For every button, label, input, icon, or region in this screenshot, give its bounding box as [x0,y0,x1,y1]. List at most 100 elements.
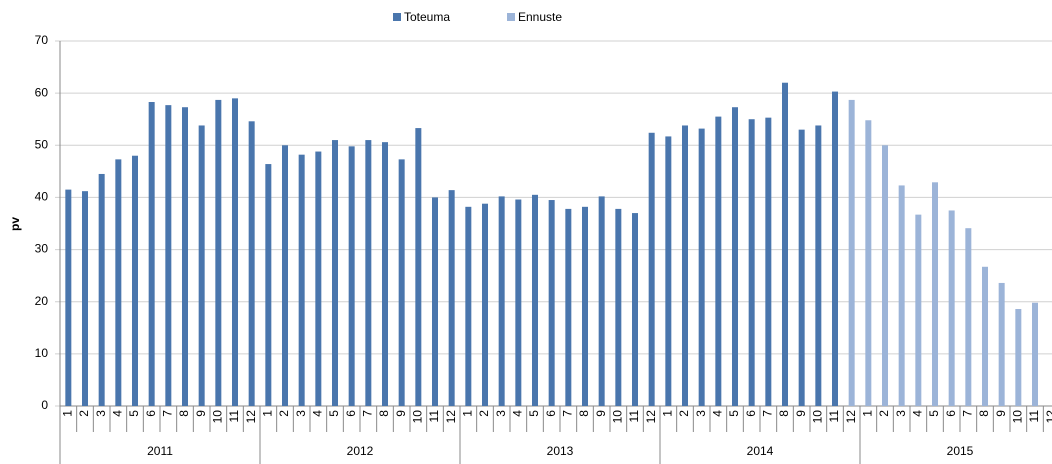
x-tick-label: 2 [277,410,291,417]
bar [432,197,438,406]
bar [765,117,772,407]
bar [1015,309,1022,406]
y-tick-label: 70 [35,33,49,47]
x-tick-label: 8 [377,410,391,417]
x-tick-label: 3 [294,410,308,417]
x-tick-label: 9 [394,410,408,417]
bar [82,191,88,406]
bar [148,102,155,406]
x-tick-label: 1 [461,410,475,417]
bar [198,125,205,406]
x-tick-label: 6 [544,410,558,417]
bar [665,136,672,406]
bar [398,159,405,406]
x-tick-label: 11 [427,410,441,423]
x-tick-label: 5 [727,410,741,417]
x-tick-label: 2 [877,410,891,417]
x-tick-label: 10 [611,410,625,424]
x-tick-label: 3 [494,410,508,417]
x-tick-label: 4 [911,410,925,417]
x-tick-label: 10 [211,410,225,424]
bar [482,203,488,406]
bar [748,119,755,406]
bar [815,125,822,406]
x-tick-label: 5 [327,410,341,417]
x-tick-label: 12 [244,410,258,424]
bar [548,200,555,406]
bar [348,146,355,407]
bar [65,189,72,406]
bar [498,196,505,406]
bar [965,228,972,406]
x-tick-label: 6 [344,410,358,417]
bar [265,164,272,406]
bar [698,128,705,406]
year-label: 2013 [547,444,574,458]
x-tick-label: 2 [77,410,91,417]
y-tick-label: 40 [35,190,49,204]
bar [782,82,788,406]
y-tick-label: 20 [35,294,49,308]
x-tick-label: 3 [694,410,708,417]
y-tick-label: 30 [35,242,49,256]
legend-swatch [507,13,515,21]
y-tick-label: 50 [35,137,49,151]
bar [182,107,188,406]
year-label: 2015 [947,444,974,458]
x-tick-label: 1 [861,410,875,417]
x-tick-label: 5 [927,410,941,417]
bar [298,154,305,406]
year-label: 2012 [347,444,374,458]
bar [798,129,805,406]
bar [732,107,738,406]
x-tick-label: 2 [477,410,491,417]
x-tick-label: 9 [994,410,1008,417]
x-tick-label: 4 [511,410,525,417]
x-tick-label: 11 [227,410,241,423]
bar [232,98,238,406]
bar [898,185,905,406]
year-label: 2014 [747,444,774,458]
bar [882,145,888,407]
bar [1032,302,1038,406]
x-tick-label: 12 [444,410,458,424]
bar [532,194,538,406]
bar [248,121,255,407]
bar [598,196,605,406]
x-tick-label: 6 [944,410,958,417]
x-tick-label: 7 [361,410,375,417]
bar [448,190,455,406]
bar [865,120,872,406]
bar [832,91,838,406]
bar [582,206,588,406]
bar [332,140,338,407]
bar [565,208,572,406]
y-tick-label: 0 [41,398,48,412]
x-tick-label: 9 [794,410,808,417]
x-tick-label: 7 [161,410,175,417]
x-tick-label: 7 [561,410,575,417]
bar [948,210,955,406]
x-tick-label: 4 [111,410,125,417]
bar [115,159,122,406]
bar [932,182,938,406]
x-tick-label: 1 [661,410,675,417]
x-tick-label: 6 [144,410,158,417]
bar [165,105,172,406]
y-axis-label: pv [8,217,22,231]
bar [215,99,222,407]
x-tick-label: 12 [1044,410,1052,424]
x-tick-label: 10 [411,410,425,424]
x-tick-label: 2 [677,410,691,417]
bar [998,282,1005,406]
x-tick-label: 8 [777,410,791,417]
x-tick-label: 7 [961,410,975,417]
bar [648,132,655,406]
x-tick-label: 10 [1011,410,1025,424]
x-tick-label: 1 [261,410,275,417]
bar [982,266,988,406]
bar [315,151,322,406]
x-tick-label: 5 [127,410,141,417]
x-tick-label: 12 [644,410,658,424]
